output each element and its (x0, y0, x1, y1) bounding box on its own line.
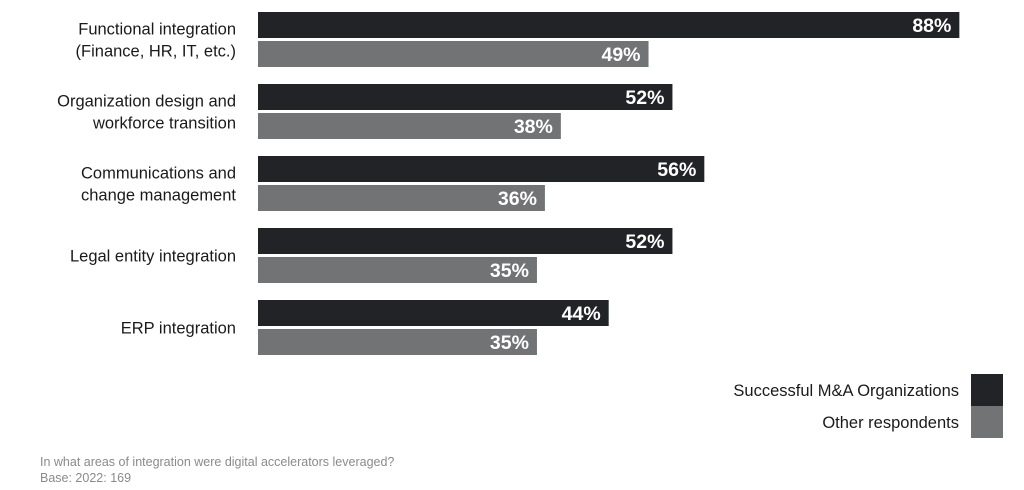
bar-other (258, 41, 649, 67)
bar-value-label: 35% (490, 332, 529, 354)
bar-successful (258, 228, 673, 254)
category-label: ERP integration (121, 320, 236, 338)
bar-successful (258, 300, 609, 326)
bar-value-label: 36% (498, 188, 537, 210)
bar-successful (258, 12, 960, 38)
bar-other (258, 113, 561, 139)
legend: Successful M&A Organizations Other respon… (733, 374, 1003, 438)
category-label: workforce transition (92, 115, 236, 133)
bar-other (258, 185, 545, 211)
legend-swatch (971, 406, 1003, 438)
bar-other (258, 257, 537, 283)
legend-swatch (971, 374, 1003, 406)
legend-label: Successful M&A Organizations (733, 382, 959, 400)
category-label: Functional integration (78, 21, 236, 39)
bar-value-label: 52% (625, 231, 664, 253)
bar-value-label: 49% (601, 44, 640, 66)
bar-value-label: 44% (562, 303, 601, 325)
bar-successful (258, 84, 673, 110)
bar-value-label: 56% (657, 159, 696, 181)
legend-label: Other respondents (822, 414, 959, 432)
bar-value-label: 38% (514, 116, 553, 138)
category-labels: Functional integration (Finance, HR, IT, … (57, 21, 236, 338)
bar-other (258, 329, 537, 355)
bar-value-label: 35% (490, 260, 529, 282)
bar-successful (258, 156, 705, 182)
category-label: (Finance, HR, IT, etc.) (76, 43, 236, 61)
category-label: Communications and (81, 165, 236, 183)
category-label: Legal entity integration (70, 248, 236, 266)
bar-value-label: 52% (625, 87, 664, 109)
category-label: change management (81, 187, 236, 205)
bars: 88% 49% 52% 38% 56% 36% 52% 35% 44% 35% (258, 12, 960, 355)
bar-value-label: 88% (912, 15, 951, 37)
survey-question-note: In what areas of integration were digita… (40, 455, 395, 469)
category-label: Organization design and (57, 93, 236, 111)
sample-base-note: Base: 2022: 169 (40, 471, 132, 485)
